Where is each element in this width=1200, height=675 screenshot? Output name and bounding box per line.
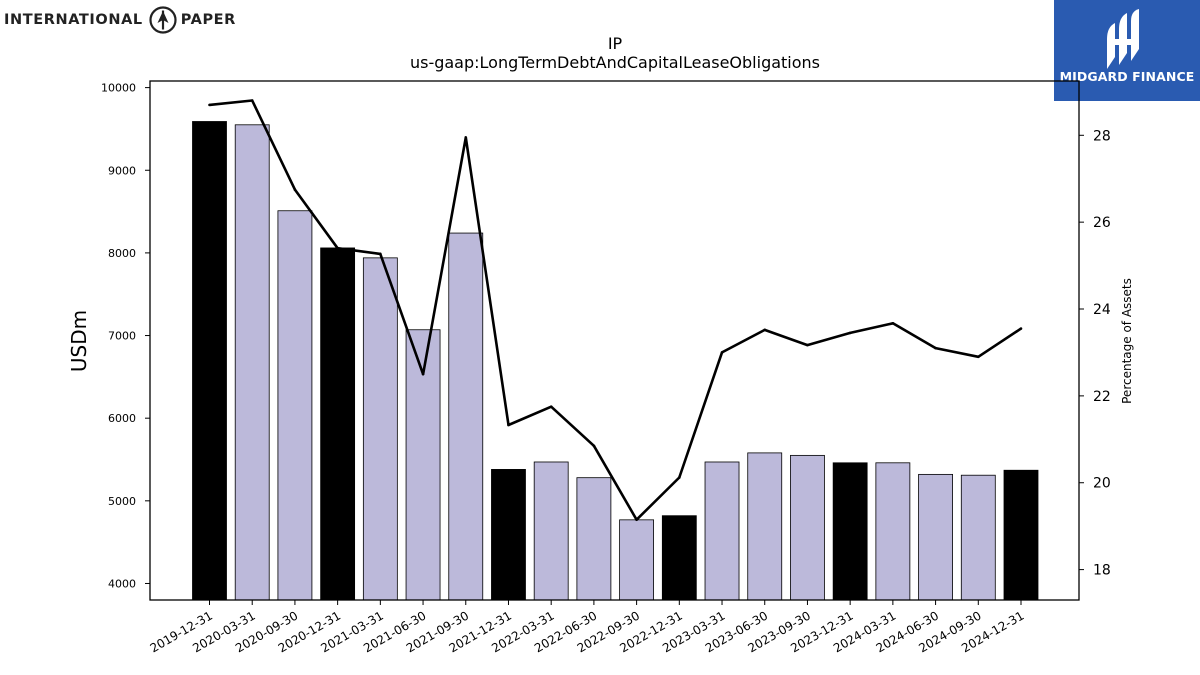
midgard-finance-logo: MIDGARD FINANCE [1054, 0, 1200, 101]
y2-tick-label: 26 [1093, 215, 1111, 231]
bar [192, 121, 227, 601]
y2-tick-label: 22 [1093, 389, 1111, 405]
bar [448, 232, 484, 601]
series-line [209, 99, 1022, 522]
international-paper-text-right: PAPER [180, 12, 236, 28]
x-axis: 2019-12-312020-03-312020-09-302020-12-31… [148, 600, 1027, 655]
chart-title: IP [608, 34, 623, 53]
line-point [336, 246, 339, 250]
bar [576, 477, 612, 601]
bar [619, 519, 655, 601]
bar [790, 454, 825, 601]
line-point [934, 346, 937, 350]
line-point [848, 331, 852, 335]
line-point [421, 372, 425, 376]
bar [661, 515, 697, 601]
plot-frame [149, 80, 1080, 601]
line-point [549, 405, 553, 409]
y-tick-label: 4000 [108, 577, 136, 590]
line-point [678, 476, 681, 479]
bar [875, 462, 911, 601]
bar-series [192, 121, 1039, 601]
bar [277, 210, 313, 601]
y-tick-label: 5000 [108, 495, 136, 508]
line-point [250, 99, 254, 102]
line-point [592, 444, 596, 448]
line-point [464, 136, 468, 139]
midgard-finance-logo-icon [1107, 9, 1139, 69]
line-point [635, 518, 638, 521]
bar [832, 462, 868, 601]
line-point [208, 103, 211, 107]
y-tick-label: 6000 [108, 412, 136, 425]
bar [533, 461, 569, 601]
bar [234, 124, 270, 601]
y-tick-label: 10000 [101, 82, 136, 95]
y2-tick-label: 28 [1093, 128, 1111, 144]
line-point [976, 355, 980, 359]
y-tick-label: 8000 [108, 247, 136, 260]
bar [320, 247, 356, 601]
y-tick-label: 7000 [108, 330, 136, 343]
international-paper-text-left: INTERNATIONAL [4, 12, 143, 28]
bar [491, 469, 526, 601]
chart-subtitle: us-gaap:LongTermDebtAndCapitalLeaseOblig… [410, 53, 820, 72]
bar [960, 474, 996, 601]
midgard-finance-text: MIDGARD FINANCE [1059, 69, 1195, 84]
y2-tick-label: 18 [1093, 563, 1111, 579]
line-point [379, 252, 382, 256]
line-point [891, 322, 895, 325]
international-paper-logo-icon [149, 6, 177, 34]
bar [362, 257, 398, 601]
bar [1003, 469, 1039, 601]
line-point [806, 343, 809, 347]
y-tick-label: 9000 [108, 164, 136, 177]
international-paper-logo: INTERNATIONAL PAPER [4, 4, 236, 36]
line-point [1019, 327, 1023, 330]
line-series [208, 99, 1023, 522]
y-axis-left: 4000 5000 6000 7000 8000 9000 10000 [101, 82, 150, 590]
line-point [763, 328, 767, 332]
y2-tick-label: 20 [1093, 476, 1111, 492]
line-point [507, 423, 510, 427]
y2-tick-label: 24 [1093, 302, 1111, 318]
line-point [293, 188, 297, 191]
bar [704, 461, 740, 601]
y-axis-right: 18 20 22 24 26 28 [1079, 128, 1111, 579]
y-axis-label: USDm [67, 310, 91, 372]
y2-axis-label: Percentage of Assets [1120, 278, 1134, 404]
line-point [720, 351, 724, 354]
bar [918, 473, 953, 601]
bar [747, 452, 783, 601]
